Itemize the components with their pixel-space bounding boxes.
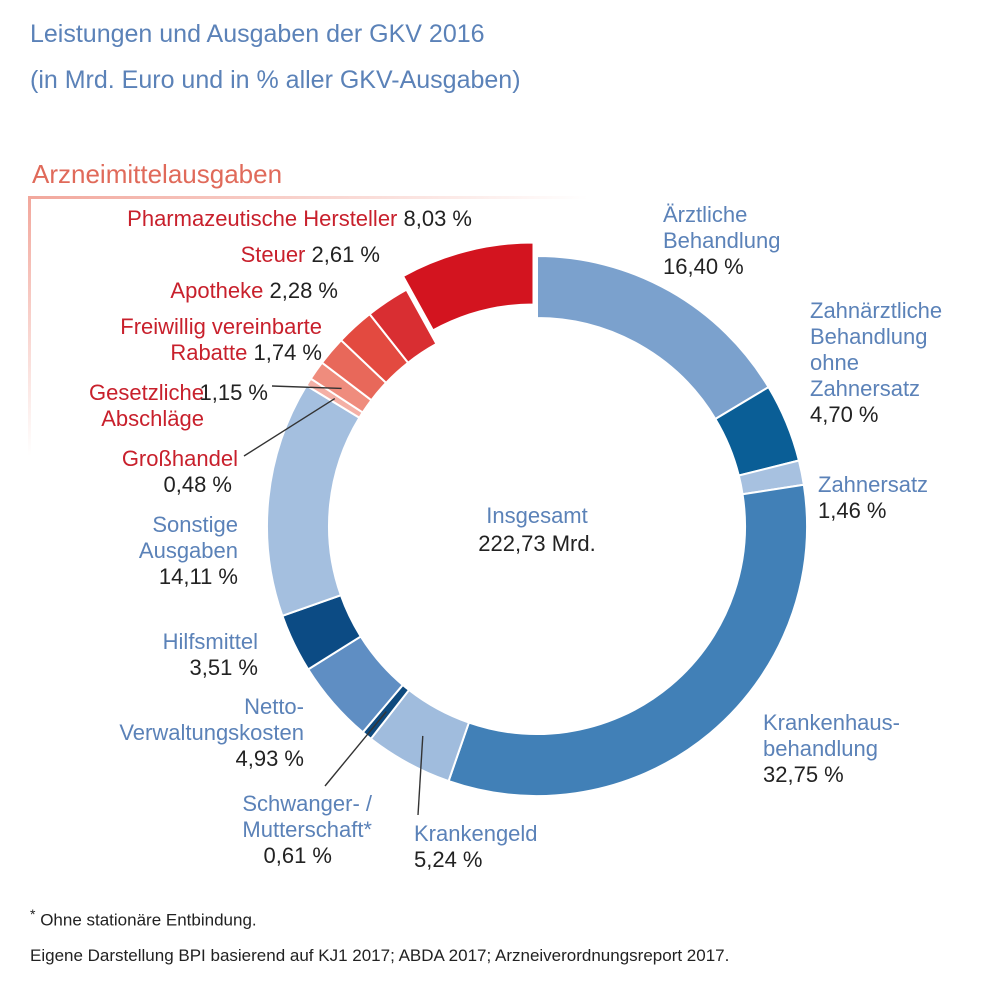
center-value: 222,73 Mrd. [478,531,595,556]
slice-value: 2,61 % [305,242,380,267]
slice-name: Zahnersatz [818,472,928,497]
slice-name: Krankengeld [414,821,538,846]
label-steuer: Steuer 2,61 % [241,242,380,267]
label-hersteller: Pharmazeutische Hersteller 8,03 % [127,206,472,231]
slice-value: 0,48 % [164,472,233,497]
slice-name: Freiwillig vereinbarte [120,314,322,339]
chart-subtitle: (in Mrd. Euro und in % aller GKV-Ausgabe… [30,66,521,94]
slice-value: 32,75 % [763,762,844,787]
slice-value: 1,15 % [200,380,269,405]
slice-value: 8,03 % [397,206,472,231]
leader-schwanger [324,711,387,787]
footnote: * Ohne stationäre Entbindung. [30,906,257,931]
slice-name: Gesetzliche [89,380,204,405]
slice-name: Abschläge [101,406,204,431]
slice-value: 1,46 % [818,498,887,523]
slice-name: Behandlung [810,324,927,349]
slice-name: Netto- [244,694,304,719]
label-schwanger: Schwanger- /Mutterschaft*0,61 % [242,791,373,868]
slice-value: 1,74 % [247,340,322,365]
group-label: Arzneimittelausgaben [32,159,282,189]
label-apotheke: Apotheke 2,28 % [170,278,338,303]
slice-value: 4,70 % [810,402,879,427]
slice-aerztlich [536,254,770,421]
slice-name: Pharmazeutische Hersteller [127,206,397,231]
leader-krankengeld [417,735,424,816]
slice-name: Zahnersatz [810,376,920,401]
slice-name: Ausgaben [139,538,238,563]
slice-value: 14,11 % [159,564,238,589]
slice-sonstige [266,384,361,618]
footnote-text: Ohne stationäre Entbindung. [40,910,257,930]
slice-krankenhaus [447,483,808,797]
leader-abschlaege [271,385,342,390]
label-zahnaerztlich: ZahnärztlicheBehandlungohneZahnersatz4,7… [810,298,942,427]
slice-name: Steuer [241,242,306,267]
slice-name: ohne [810,350,859,375]
slice-name: Hilfsmittel [163,629,258,654]
slice-value: 16,40 % [663,254,744,279]
footnote-marker: * [30,906,36,922]
center-label: Insgesamt [486,503,588,528]
slice-value: 3,51 % [190,655,259,680]
group-frame-left [28,196,31,456]
label-text-apotheke: Apotheke 2,28 % [170,278,338,303]
slice-steuer [368,288,438,365]
donut-chart: Arzneimittelausgaben ÄrztlicheBehandlung… [28,159,942,872]
slice-name: behandlung [763,736,878,761]
slice-name: Großhandel [122,446,238,471]
source-note: Eigene Darstellung BPI basierend auf KJ1… [30,946,730,965]
slice-hersteller [401,241,535,332]
slice-name: Behandlung [663,228,780,253]
label-text-hersteller: Pharmazeutische Hersteller 8,03 % [127,206,472,231]
slice-name: Apotheke [170,278,263,303]
slice-value: 4,93 % [236,746,305,771]
chart-title: Leistungen und Ausgaben der GKV 2016 [30,20,485,48]
leader-grosshandel [243,397,336,457]
slice-name: Zahnärztliche [810,298,942,323]
slice-value: 0,61 % [264,843,333,868]
slice-name: Krankenhaus- [763,710,900,735]
slice-name: Schwanger- / [242,791,373,816]
slice-name: Rabatte 1,74 % [170,340,322,365]
group-frame-top [28,196,588,199]
slice-value: 2,28 % [263,278,338,303]
slice-name: Sonstige [152,512,238,537]
slice-name: Mutterschaft* [242,817,372,842]
label-text-steuer: Steuer 2,61 % [241,242,380,267]
slice-value: 5,24 % [414,847,483,872]
slice-name: Ärztliche [663,202,747,227]
slice-name: Verwaltungskosten [119,720,304,745]
